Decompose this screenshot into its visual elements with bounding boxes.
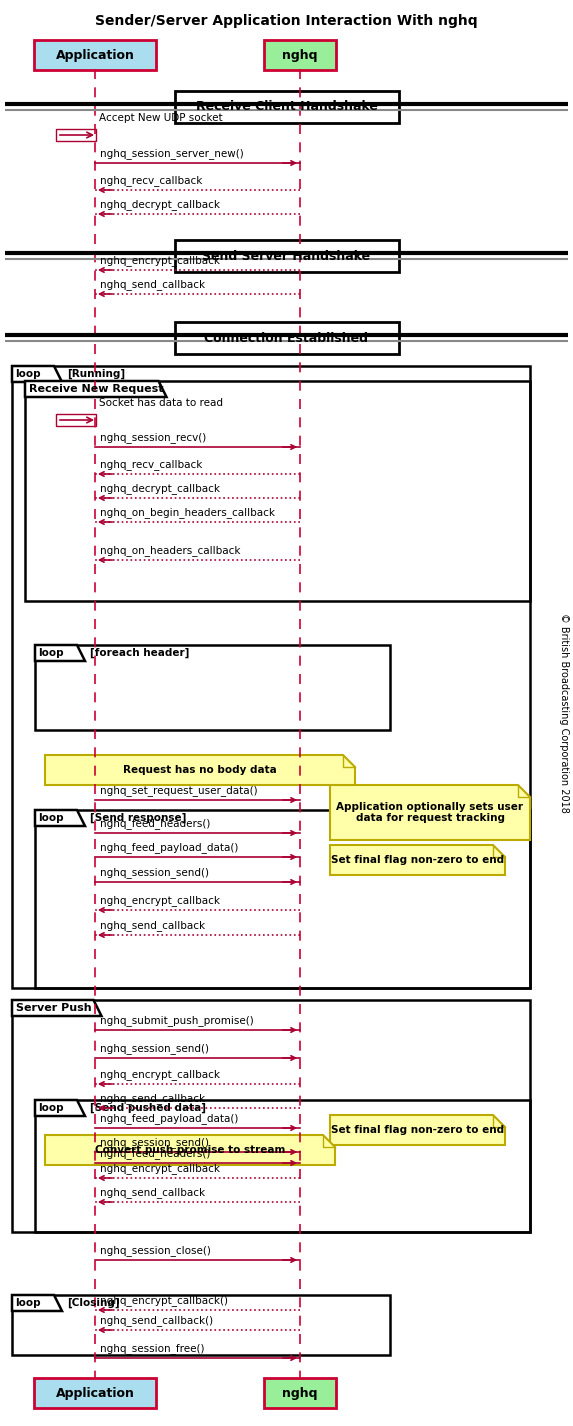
Text: nghq_set_request_user_data(): nghq_set_request_user_data() [100, 786, 258, 796]
Text: nghq_recv_callback: nghq_recv_callback [100, 459, 202, 471]
Text: nghq_feed_headers(): nghq_feed_headers() [100, 819, 210, 829]
Text: Connection Established: Connection Established [205, 331, 368, 345]
Text: Server Push: Server Push [16, 1002, 92, 1012]
Text: nghq_recv_callback: nghq_recv_callback [100, 175, 202, 185]
Text: nghq_session_send(): nghq_session_send() [100, 867, 209, 878]
Text: Accept New UDP socket: Accept New UDP socket [99, 113, 223, 123]
Text: nghq_feed_payload_data(): nghq_feed_payload_data() [100, 843, 238, 853]
Text: loop: loop [38, 647, 64, 657]
FancyBboxPatch shape [56, 414, 96, 426]
Polygon shape [12, 366, 62, 382]
Text: nghq_on_headers_callback: nghq_on_headers_callback [100, 545, 241, 556]
Polygon shape [330, 846, 505, 876]
Text: nghq: nghq [282, 1386, 318, 1399]
Text: nghq_session_send(): nghq_session_send() [100, 1137, 209, 1148]
Text: Sender/Server Application Interaction With nghq: Sender/Server Application Interaction Wi… [95, 14, 478, 29]
Text: nghq_feed_headers(): nghq_feed_headers() [100, 1148, 210, 1159]
Text: [Running]: [Running] [67, 369, 125, 379]
Polygon shape [330, 784, 530, 840]
FancyBboxPatch shape [175, 91, 398, 123]
Text: [Send pushed data]: [Send pushed data] [90, 1102, 206, 1114]
Text: nghq_submit_push_promise(): nghq_submit_push_promise() [100, 1015, 254, 1025]
Text: Send Server Handshake: Send Server Handshake [202, 250, 371, 262]
Text: nghq_decrypt_callback: nghq_decrypt_callback [100, 200, 220, 210]
Text: Receive Client Handshake: Receive Client Handshake [195, 100, 378, 114]
Text: loop: loop [15, 1298, 41, 1308]
Polygon shape [35, 1099, 85, 1117]
FancyBboxPatch shape [34, 40, 156, 70]
Polygon shape [35, 645, 85, 662]
Polygon shape [45, 1135, 335, 1165]
Text: Receive New Request: Receive New Request [29, 384, 163, 394]
Text: nghq_encrypt_callback: nghq_encrypt_callback [100, 896, 220, 906]
Text: nghq_session_recv(): nghq_session_recv() [100, 432, 206, 443]
Text: nghq_session_free(): nghq_session_free() [100, 1343, 205, 1355]
Text: nghq_send_callback: nghq_send_callback [100, 1094, 205, 1104]
Text: nghq_session_close(): nghq_session_close() [100, 1245, 211, 1256]
Text: nghq_feed_payload_data(): nghq_feed_payload_data() [100, 1114, 238, 1124]
Text: nghq_encrypt_callback(): nghq_encrypt_callback() [100, 1295, 228, 1306]
FancyBboxPatch shape [175, 322, 398, 354]
Text: [Send response]: [Send response] [90, 813, 186, 823]
Text: nghq_encrypt_callback: nghq_encrypt_callback [100, 255, 220, 267]
FancyBboxPatch shape [56, 128, 96, 141]
Text: nghq_send_callback(): nghq_send_callback() [100, 1315, 213, 1326]
Text: Application optionally sets user
data for request tracking: Application optionally sets user data fo… [336, 801, 524, 823]
Text: nghq_encrypt_callback: nghq_encrypt_callback [100, 1070, 220, 1079]
Text: Set final flag non-zero to end: Set final flag non-zero to end [331, 1125, 504, 1135]
Text: nghq_decrypt_callback: nghq_decrypt_callback [100, 483, 220, 493]
Text: Request has no body data: Request has no body data [123, 764, 277, 774]
Text: Set final flag non-zero to end: Set final flag non-zero to end [331, 856, 504, 866]
Polygon shape [45, 754, 355, 784]
Text: [Closing]: [Closing] [67, 1298, 120, 1308]
Text: nghq_send_callback: nghq_send_callback [100, 920, 205, 931]
Text: Convert push promise to stream: Convert push promise to stream [95, 1145, 285, 1155]
Text: nghq_session_send(): nghq_session_send() [100, 1042, 209, 1054]
Text: [foreach header]: [foreach header] [90, 647, 189, 659]
Text: nghq_send_callback: nghq_send_callback [100, 1186, 205, 1198]
Text: Application: Application [56, 1386, 135, 1399]
Text: Socket has data to read: Socket has data to read [99, 398, 223, 408]
FancyBboxPatch shape [34, 1378, 156, 1407]
Text: nghq_on_begin_headers_callback: nghq_on_begin_headers_callback [100, 508, 275, 518]
Text: Application: Application [56, 48, 135, 61]
Text: nghq: nghq [282, 48, 318, 61]
Text: nghq_encrypt_callback: nghq_encrypt_callback [100, 1164, 220, 1174]
FancyBboxPatch shape [264, 1378, 336, 1407]
Text: nghq_session_server_new(): nghq_session_server_new() [100, 148, 244, 160]
FancyBboxPatch shape [264, 40, 336, 70]
Polygon shape [330, 1115, 505, 1145]
Polygon shape [25, 381, 167, 396]
Text: loop: loop [15, 369, 41, 379]
Text: © British Broadcasting Corporation 2018: © British Broadcasting Corporation 2018 [559, 613, 569, 813]
Polygon shape [35, 810, 85, 826]
Text: nghq_send_callback: nghq_send_callback [100, 279, 205, 289]
FancyBboxPatch shape [175, 240, 398, 272]
Polygon shape [12, 1000, 101, 1015]
Text: loop: loop [38, 1102, 64, 1114]
Polygon shape [12, 1295, 62, 1310]
Text: loop: loop [38, 813, 64, 823]
